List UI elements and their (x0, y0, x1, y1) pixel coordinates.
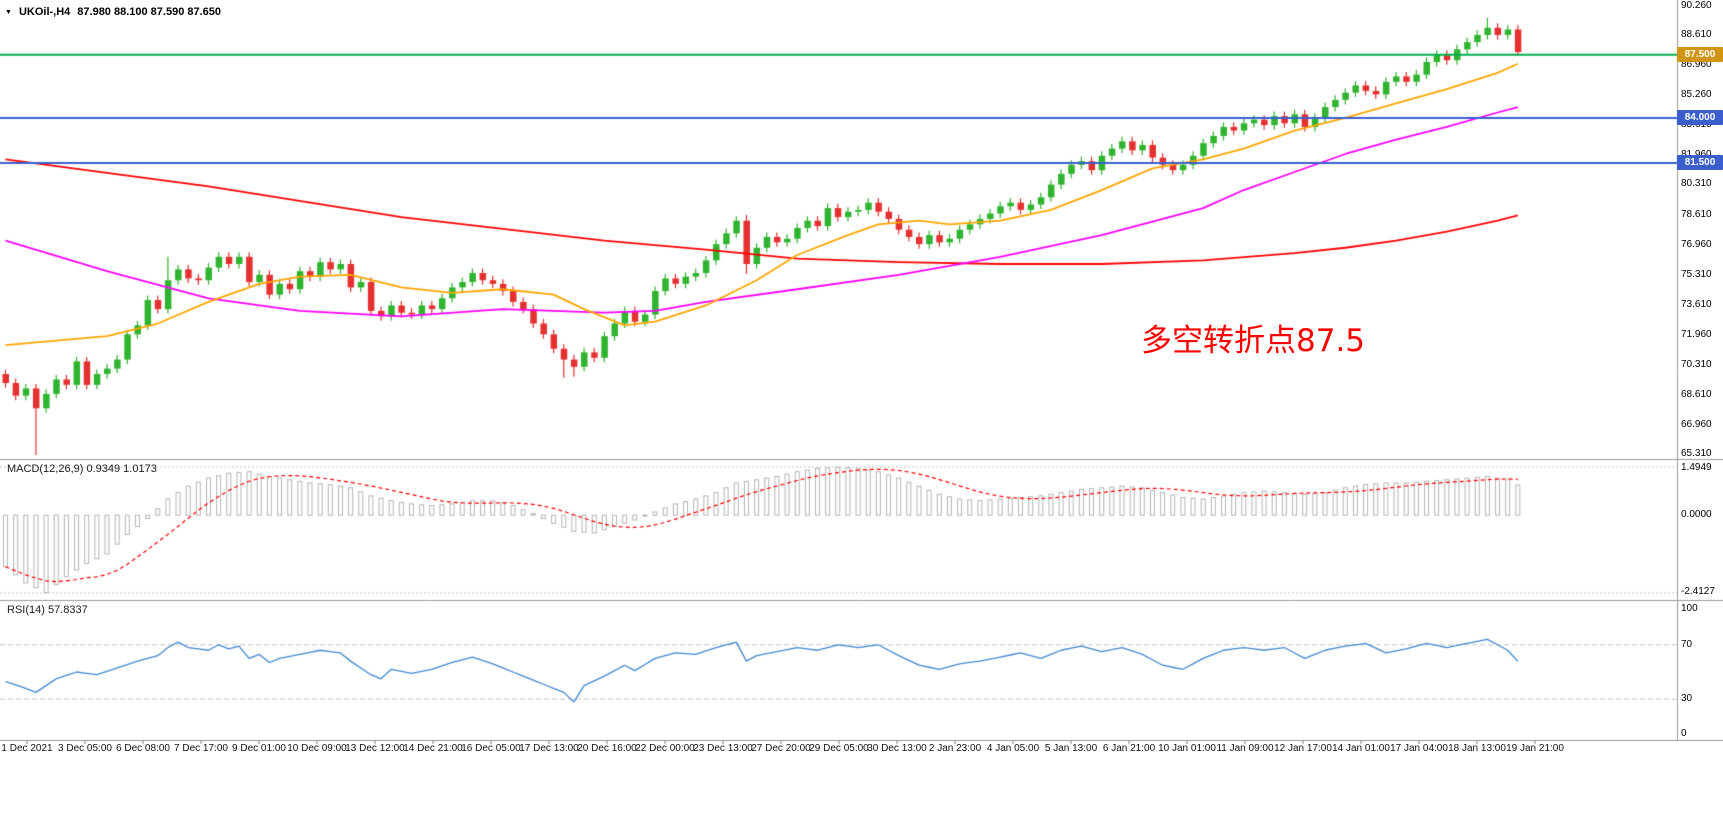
rsi-axis-tick: 70 (1681, 638, 1693, 650)
time-axis-label: 3 Dec 05:00 (58, 743, 112, 754)
price-axis-tick: 81.960 (1681, 148, 1712, 160)
time-axis-label: 19 Jan 21:00 (1506, 743, 1564, 754)
main-price-panel[interactable] (0, 0, 1677, 459)
time-axis-label: 17 Jan 04:00 (1390, 743, 1448, 754)
time-axis-label: 7 Dec 17:00 (174, 743, 228, 754)
price-axis-tick: 68.610 (1681, 389, 1712, 401)
chevron-down-icon[interactable]: ▼ (5, 8, 12, 16)
time-axis-label: 12 Jan 17:00 (1274, 743, 1332, 754)
time-axis-label: 6 Dec 08:00 (116, 743, 170, 754)
time-axis-label: 2 Jan 23:00 (928, 743, 982, 754)
time-axis-label: 14 Dec 21:00 (403, 743, 463, 754)
price-axis-tick: 90.260 (1681, 0, 1712, 11)
hline-price-label: 81.500 (1677, 155, 1723, 171)
price-axis-tick: 80.310 (1681, 178, 1712, 190)
price-axis-tick: 88.610 (1681, 28, 1712, 40)
time-axis-label: 27 Dec 20:00 (751, 743, 811, 754)
time-axis-label: 14 Jan 01:00 (1332, 743, 1390, 754)
price-axis-tick: 75.310 (1681, 268, 1712, 280)
time-axis-label: 17 Dec 13:00 (519, 743, 579, 754)
hline-price-label: 84.000 (1677, 110, 1723, 126)
time-axis-label: 10 Jan 01:00 (1158, 743, 1216, 754)
ohlc-values: 87.980 88.100 87.590 87.650 (77, 6, 222, 18)
time-axis-label: 23 Dec 13:00 (693, 743, 753, 754)
price-axis-tick: 66.960 (1681, 419, 1712, 431)
time-axis-label: 20 Dec 16:00 (577, 743, 637, 754)
rsi-axis-tick: 30 (1681, 693, 1693, 705)
time-axis-label: 6 Jan 21:00 (1102, 743, 1156, 754)
rsi-panel[interactable] (0, 601, 1677, 740)
symbol-timeframe-label: UKOil-,H4 (18, 6, 71, 18)
macd-axis-tick: 0.0000 (1681, 509, 1712, 521)
time-axis[interactable]: 1 Dec 2021 3 Dec 05:00 6 Dec 08:00 7 Dec 17… (0, 743, 1723, 757)
rsi-axis-tick: 0 (1681, 728, 1687, 739)
price-axis-tick: 71.960 (1681, 329, 1712, 341)
price-axis-tick: 73.610 (1681, 299, 1712, 311)
time-axis-label: 13 Dec 12:00 (345, 743, 405, 754)
time-axis-label: 29 Dec 05:00 (809, 743, 869, 754)
time-axis-label: 30 Dec 13:00 (867, 743, 927, 754)
time-axis-label: 4 Jan 05:00 (986, 743, 1040, 754)
price-axis-tick: 78.610 (1681, 209, 1712, 221)
time-axis-label: 18 Jan 13:00 (1448, 743, 1506, 754)
time-axis-label: 22 Dec 00:00 (635, 743, 695, 754)
price-axis[interactable]: 90.26088.61086.96085.26083.61081.96080.3… (1677, 0, 1723, 756)
time-axis-label: 5 Jan 13:00 (1044, 743, 1098, 754)
macd-axis-tick: 1.4949 (1681, 462, 1712, 473)
macd-axis-tick: -2.4127 (1681, 586, 1715, 597)
time-axis-label: 11 Jan 09:00 (1216, 743, 1274, 754)
price-axis-tick: 70.310 (1681, 358, 1712, 370)
hline-price-label: 87.500 (1677, 47, 1723, 63)
price-axis-tick: 76.960 (1681, 238, 1712, 250)
rsi-indicator-label: RSI(14) 57.8337 (7, 604, 88, 616)
macd-panel[interactable] (0, 460, 1677, 600)
macd-indicator-label: MACD(12,26,9) 0.9349 1.0173 (7, 463, 157, 475)
price-axis-tick: 85.260 (1681, 89, 1712, 101)
price-axis-tick: 86.960 (1681, 58, 1712, 70)
time-axis-label: 16 Dec 05:00 (461, 743, 521, 754)
rsi-axis-tick: 100 (1681, 603, 1698, 614)
time-axis-label: 9 Dec 01:00 (232, 743, 286, 754)
time-axis-label: 10 Dec 09:00 (287, 743, 347, 754)
chart-header: ▼ UKOil-,H4 87.980 88.100 87.590 87.650 (5, 5, 221, 19)
annotation-text[interactable]: 多空转折点87.5 (1141, 323, 1366, 359)
time-axis-label: 1 Dec 2021 (1, 743, 53, 754)
price-axis-tick: 65.310 (1681, 448, 1712, 459)
